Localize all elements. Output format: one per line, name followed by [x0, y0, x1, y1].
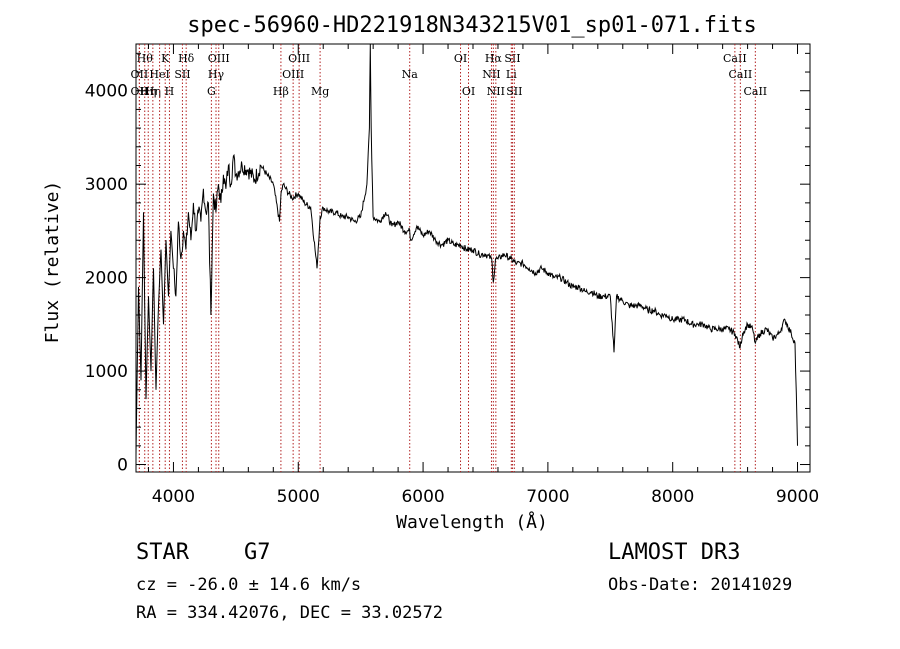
line-label: Hγ [208, 68, 225, 81]
x-axis-label: Wavelength (Å) [396, 511, 548, 533]
x-tick-label: 5000 [277, 487, 320, 507]
line-label: HeI [149, 68, 169, 81]
line-label: Li [506, 68, 517, 81]
line-label: Hθ [137, 52, 154, 65]
x-tick-label: 7000 [526, 487, 569, 507]
line-label: Na [402, 68, 419, 81]
x-tick-label: 8000 [651, 487, 694, 507]
line-label: CaII [743, 85, 767, 98]
line-label: G [207, 85, 216, 98]
survey-name: LAMOST DR3 [608, 540, 741, 565]
line-label: NII [487, 85, 505, 98]
line-label: OIII [288, 52, 310, 65]
y-axis-label: Flux (relative) [42, 181, 63, 344]
x-tick-label: 4000 [152, 487, 195, 507]
line-label: CaII [729, 68, 753, 81]
chart-title: spec-56960-HD221918N343215V01_sp01-071.f… [187, 13, 757, 38]
line-label: OIII [208, 52, 230, 65]
redshift-cz: cz = -26.0 ± 14.6 km/s [136, 575, 362, 595]
y-tick-label: 0 [117, 456, 128, 476]
line-label: OI [454, 52, 467, 65]
x-tick-label: 6000 [401, 487, 444, 507]
line-label: SII [504, 52, 520, 65]
flux-series-line [135, 43, 798, 456]
line-label: Mg [311, 85, 329, 98]
y-tick-label: 2000 [85, 269, 128, 289]
line-label: NII [482, 68, 500, 81]
line-label: Hβ [273, 85, 289, 98]
line-label: Hδ [178, 52, 195, 65]
x-tick-label: 9000 [776, 487, 819, 507]
object-class: STAR [136, 540, 189, 565]
line-label: SII [174, 68, 190, 81]
line-label: Hα [485, 52, 503, 65]
line-label: Hη [145, 85, 161, 98]
plot-frame [135, 43, 811, 473]
object-subclass: G7 [244, 540, 271, 565]
y-tick-label: 4000 [85, 82, 128, 102]
line-label: OI [462, 85, 475, 98]
observation-date: Obs-Date: 20141029 [608, 575, 793, 595]
coordinates: RA = 334.42076, DEC = 33.02572 [136, 603, 444, 623]
spectral-line-markers: HθOIIOIIHηHηHeIKHSIIHδGHγOIIIHβOIIIOIIIM… [131, 44, 767, 472]
line-label: CaII [723, 52, 747, 65]
axes: 4000 5000 6000 7000 8000 9000 0 1000 2000 3000 400… [85, 44, 819, 507]
line-label: K [161, 52, 170, 65]
y-tick-label: 3000 [85, 175, 128, 195]
line-label: OIII [282, 68, 304, 81]
line-label: OII [131, 68, 149, 81]
y-tick-label: 1000 [85, 362, 128, 382]
line-label: SII [506, 85, 522, 98]
line-label: OII [131, 85, 149, 98]
line-label: H [165, 85, 175, 98]
line-label: Hη [140, 85, 156, 98]
